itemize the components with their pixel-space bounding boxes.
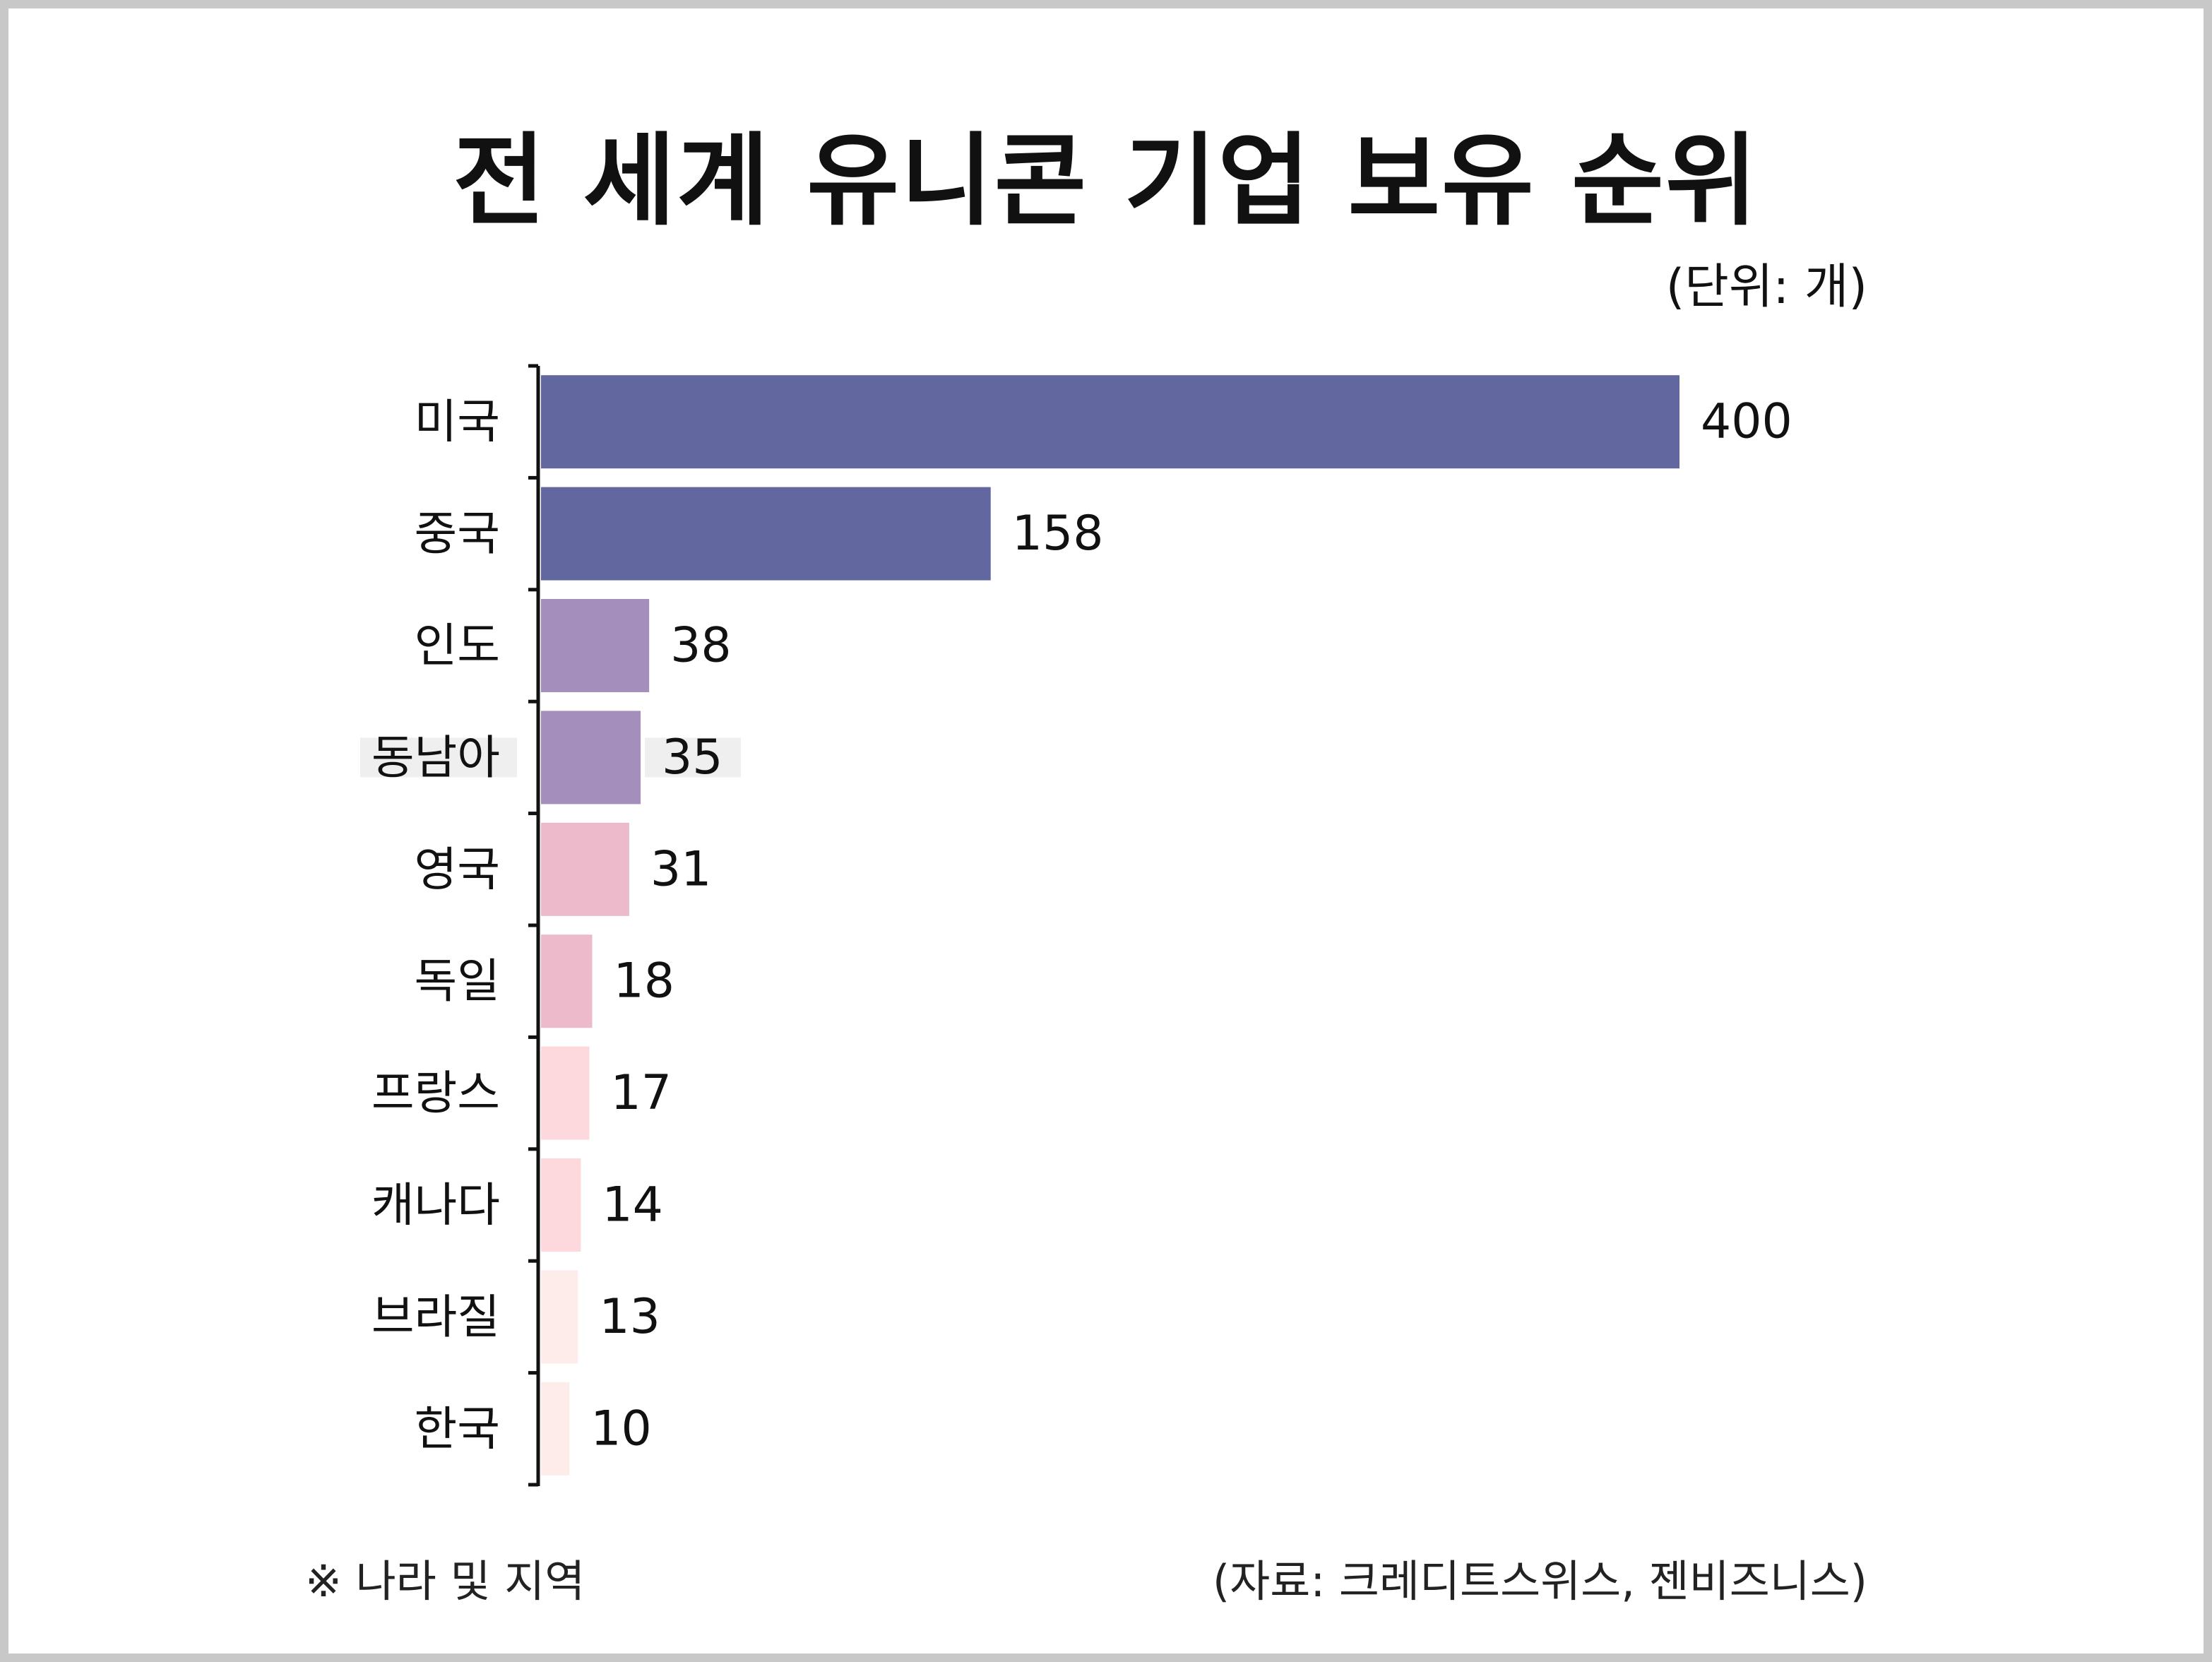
bar-1	[541, 375, 1679, 469]
category-label: 브라질	[371, 1290, 500, 1344]
bar-2	[541, 487, 991, 581]
bar-8	[541, 1158, 581, 1252]
value-label: 14	[602, 1177, 663, 1233]
value-highlight	[645, 737, 742, 778]
chart-title: 전 세계 유니콘 기업 보유 순위	[453, 123, 1759, 239]
bar-7	[541, 1046, 590, 1140]
value-label: 18	[614, 954, 675, 1009]
bar-6	[541, 934, 593, 1028]
category-label: 동남아	[371, 730, 500, 785]
bar-5	[541, 822, 629, 916]
category-label: 독일	[415, 954, 500, 1009]
source-note: (자료: 크레디트스위스, 젠비즈니스)	[1213, 1555, 1867, 1607]
value-label: 31	[650, 841, 712, 897]
value-label: 400	[1701, 394, 1792, 450]
category-label: 인도	[415, 619, 500, 673]
category-label: 캐나다	[371, 1178, 500, 1233]
value-label: 35	[662, 730, 723, 785]
category-label: 미국	[415, 395, 500, 449]
category-label: 영국	[415, 842, 500, 896]
category-label: 한국	[415, 1401, 500, 1456]
category-highlight	[360, 737, 517, 778]
bar-3	[541, 599, 650, 692]
bar-9	[541, 1270, 578, 1364]
value-label: 38	[670, 618, 732, 674]
bar-4	[541, 711, 641, 805]
footnote: ※ 나라 및 지역	[305, 1555, 585, 1607]
unit-label: (단위: 개)	[1665, 259, 1867, 315]
value-label: 13	[599, 1289, 660, 1345]
value-label: 17	[611, 1065, 672, 1121]
category-label: 프랑스	[371, 1066, 500, 1120]
value-label: 10	[590, 1401, 652, 1456]
category-label: 중국	[415, 506, 500, 561]
value-label: 158	[1012, 506, 1104, 562]
bar-10	[541, 1382, 570, 1476]
